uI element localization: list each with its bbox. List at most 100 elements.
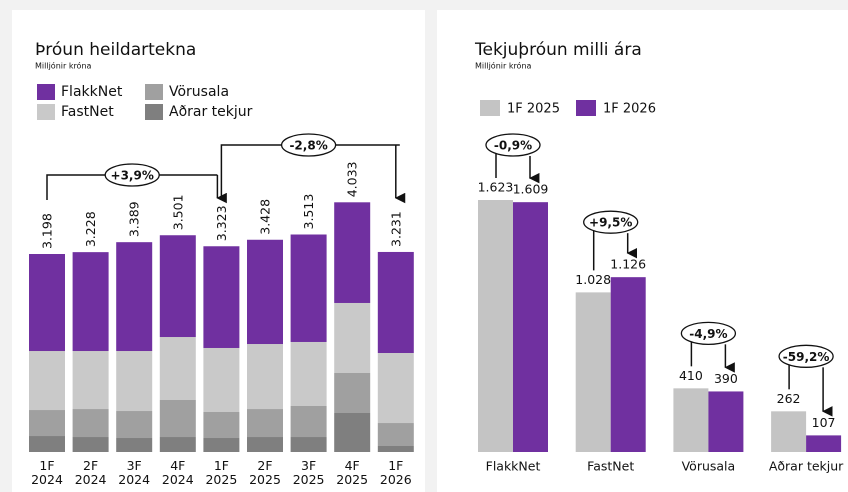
bar-segment [159,337,196,400]
legend-label: FastNet [61,104,114,120]
chart-title: Þróun heildartekna [35,40,196,60]
value-label: 1.126 [610,257,646,272]
bar-segment [29,351,65,411]
total-label: 3.323 [214,205,229,241]
total-label: 3.428 [258,199,273,235]
total-label: 3.501 [170,194,185,230]
legend-swatch [480,100,500,116]
total-label: 3.389 [127,201,142,237]
x-tick-label: Vörusala [682,459,736,474]
bar-segment [247,344,283,410]
bar-segment [116,411,153,439]
bar-segment [334,372,371,413]
change-label: -0,9% [494,139,532,153]
legend-label: Vörusala [169,84,229,100]
bar-segment [247,437,283,452]
x-tick-label: 1F 2026 [379,458,412,487]
change-oval [485,133,541,157]
value-label: 1.028 [575,272,611,287]
value-label: 1.623 [478,180,514,195]
bar [575,292,611,452]
bar-segment [247,239,283,345]
bar-segment [29,410,65,437]
chart-subtitle: Milljónir króna [35,61,92,71]
bar [771,411,807,452]
change-oval [280,133,337,157]
bar-segment [116,438,153,452]
value-label: 107 [812,415,836,430]
total-label: 3.513 [301,194,316,230]
x-tick-label: 2F 2024 [74,458,107,487]
x-tick-label: FlakkNet [486,459,541,474]
x-tick-label: 1F 2025 [205,458,238,487]
bar-segment [29,254,65,352]
change-label: -59,2% [783,350,830,364]
bar-segment [203,412,240,439]
legend-label: 1F 2026 [603,102,656,117]
change-label: -4,9% [689,327,727,341]
bar-segment [159,437,196,452]
bar-segment [116,351,153,412]
value-label: 262 [777,391,801,406]
value-label: 1.609 [513,182,549,197]
bar-segment [72,351,109,410]
total-label: 3.198 [40,213,55,249]
connector [46,174,218,200]
legend-swatch [576,100,596,116]
change-oval [104,163,160,187]
x-tick-label: 4F 2025 [336,458,369,487]
change-label: -2,8% [289,139,327,153]
bar-segment [203,438,240,452]
legend-label: FlakkNet [61,84,123,100]
bar-segment [290,405,327,438]
legend-swatch [145,104,163,120]
bar-segment [377,445,414,452]
bar-segment [116,242,153,352]
connector [220,144,400,200]
bar-segment [290,437,327,452]
bar-segment [72,437,109,452]
legend-label: Aðrar tekjur [169,104,253,120]
bar-segment [159,399,196,438]
legend-swatch [145,84,163,100]
x-tick-label: FastNet [587,459,634,474]
bar-segment [203,347,240,413]
bar-segment [159,235,196,338]
bar-segment [203,246,240,348]
total-label: 4.033 [345,162,360,198]
value-label: 390 [714,371,738,386]
bar [708,391,744,452]
x-tick-label: 2F 2025 [249,458,281,487]
x-tick-label: 3F 2025 [292,458,325,487]
legend-label: 1F 2025 [507,102,560,117]
bar-segment [290,341,327,406]
bar-segment [334,202,371,303]
x-tick-label: Aðrar tekjur [769,459,844,474]
bar [673,388,709,452]
total-label: 3.228 [83,211,98,247]
bar-segment [72,409,109,438]
bar [806,435,842,452]
change-oval [778,344,834,368]
legend-swatch [37,104,55,120]
change-label: +9,5% [589,216,632,230]
total-label: 3.231 [388,211,403,247]
bar-segment [377,251,414,353]
legend-swatch [37,84,55,100]
value-label: 410 [679,368,703,383]
chart-title: Tekjuþróun milli ára [474,40,642,60]
x-tick-label: 4F 2024 [161,458,194,487]
change-oval [680,321,737,345]
x-tick-label: 3F 2024 [118,458,151,487]
bar-segment [247,409,283,438]
bar-segment [29,436,65,452]
bar [610,277,646,452]
x-tick-label: 1F 2024 [31,458,63,487]
bar-segment [72,252,109,352]
bar-segment [290,234,327,342]
chart-subtitle: Milljónir króna [475,61,532,71]
bar [478,200,513,452]
bar [513,202,548,452]
